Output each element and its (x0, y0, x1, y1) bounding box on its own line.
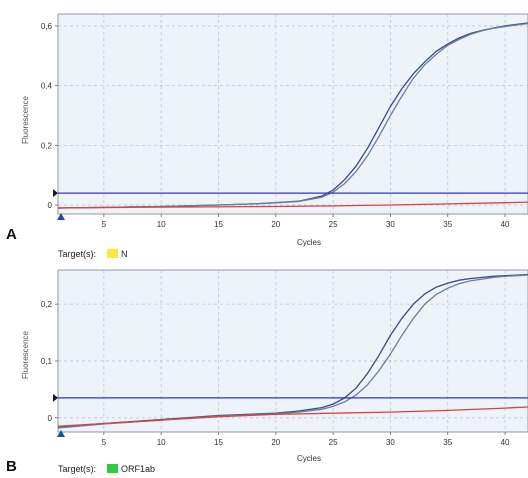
x-tick-label: 35 (443, 220, 452, 229)
panel-letter-a: A (6, 226, 17, 243)
y-tick-label: 0,4 (41, 82, 53, 91)
x-tick-label: 30 (386, 220, 395, 229)
panel-a: 00,20,40,6 5 10 15 20 25 30 35 40 Fluorescence … (6, 13, 528, 259)
x-tick-label: 20 (271, 438, 280, 447)
x-tick-label: 40 (501, 220, 510, 229)
amplification-curve-2 (57, 22, 528, 209)
x-tick-label: 25 (329, 220, 338, 229)
y-tick-label: 0,6 (41, 22, 53, 31)
x-tick-label: 30 (386, 438, 395, 447)
target-name-b: ORF1ab (121, 464, 155, 474)
x-ticks-a: 5 10 15 20 25 30 35 40 (102, 214, 510, 229)
series-a (57, 22, 528, 209)
target-label-b: Target(s): (58, 464, 96, 474)
y-tick-label: 0,1 (41, 357, 53, 366)
x-start-marker-b[interactable] (57, 430, 65, 437)
x-tick-label: 15 (214, 220, 223, 229)
grid-b (58, 270, 528, 432)
target-swatch-a (107, 249, 118, 258)
series-b (57, 273, 528, 429)
target-swatch-b (107, 464, 118, 473)
x-tick-label: 20 (271, 220, 280, 229)
x-start-marker-a[interactable] (57, 213, 65, 220)
y-tick-label: 0,2 (41, 300, 53, 309)
x-tick-label: 5 (102, 220, 107, 229)
y-axis-label-a: Fluorescence (21, 95, 30, 144)
panel-b: 0 0,1 0,2 5 10 15 20 25 30 35 40 Fluorescence Cyc… (6, 269, 528, 475)
x-axis-label-a: Cycles (297, 238, 321, 247)
x-tick-label: 10 (157, 220, 166, 229)
y-ticks-a: 0 0,2 0,4 0,6 (41, 22, 58, 210)
x-tick-label: 10 (157, 438, 166, 447)
amplification-curve-3 (57, 201, 528, 209)
threshold-marker-a[interactable] (53, 189, 58, 198)
x-ticks-b: 5 10 15 20 25 30 35 40 (102, 432, 510, 447)
y-tick-label: 0 (48, 414, 53, 423)
y-tick-label: 0 (48, 201, 53, 210)
x-tick-label: 40 (501, 438, 510, 447)
plot-area-a (57, 13, 528, 215)
x-axis-label-b: Cycles (297, 454, 321, 463)
y-ticks-b: 0 0,1 0,2 (41, 300, 58, 423)
y-axis-label-b: Fluorescence (21, 330, 30, 379)
x-tick-label: 25 (329, 438, 338, 447)
threshold-marker-b[interactable] (53, 393, 58, 402)
panel-letter-b: B (6, 458, 17, 475)
grid-a (58, 14, 528, 214)
plot-area-b (57, 269, 528, 433)
x-tick-label: 15 (214, 438, 223, 447)
x-tick-label: 5 (102, 438, 107, 447)
target-label-a: Target(s): (58, 249, 96, 259)
x-tick-label: 35 (443, 438, 452, 447)
amplification-curve-3 (57, 406, 528, 427)
target-name-a: N (121, 249, 128, 259)
y-tick-label: 0,2 (41, 141, 53, 150)
